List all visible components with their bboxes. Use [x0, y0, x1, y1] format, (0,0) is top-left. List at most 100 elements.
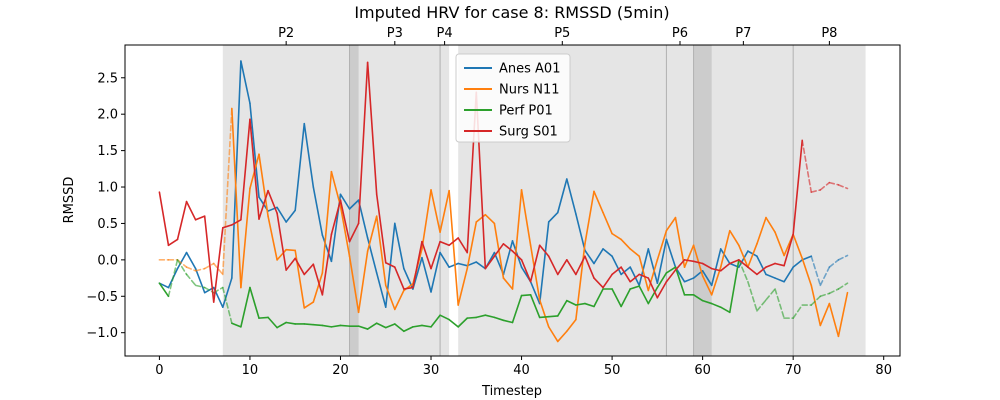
series-segment — [221, 224, 233, 229]
series-segment — [828, 302, 840, 338]
series-segment — [792, 304, 804, 319]
series-segment — [674, 259, 686, 271]
series-segment — [792, 259, 804, 268]
series-segment — [403, 286, 414, 290]
series-segment — [719, 306, 731, 314]
series-segment — [692, 260, 704, 265]
series-segment — [312, 263, 324, 296]
series-segment — [466, 261, 478, 267]
series-segment — [267, 316, 278, 329]
series-segment — [774, 262, 785, 267]
series-segment — [339, 193, 351, 210]
series-segment — [221, 286, 233, 325]
y-tick-label-6: 2.0 — [97, 108, 118, 123]
series-segment — [339, 199, 351, 243]
series-segment — [774, 231, 785, 257]
series-segment — [547, 255, 559, 276]
series-segment — [194, 284, 206, 289]
series-segment — [656, 280, 668, 299]
series-segment — [529, 244, 541, 283]
series-segment — [538, 299, 550, 328]
series-segment — [593, 190, 604, 214]
series-segment — [620, 266, 631, 276]
series-segment — [375, 322, 387, 329]
series-segment — [656, 229, 668, 261]
series-segment — [810, 295, 822, 306]
phase-label-p5: P5 — [554, 26, 570, 41]
series-segment — [529, 280, 541, 305]
series-segment — [656, 238, 668, 284]
series-segment — [421, 189, 432, 250]
series-segment — [439, 314, 450, 321]
series-segment — [194, 267, 206, 272]
legend-label-3: Surg S01 — [499, 125, 558, 140]
series-segment — [593, 277, 604, 289]
series-segment — [511, 250, 523, 261]
series-segment — [792, 233, 804, 260]
series-segment — [357, 250, 369, 314]
series-segment — [828, 259, 840, 268]
phase-label-p8: P8 — [821, 26, 837, 41]
series-segment — [747, 280, 758, 312]
y-tick-label-7: 2.5 — [97, 71, 118, 86]
series-segment — [783, 233, 794, 267]
series-segment — [638, 248, 650, 287]
series-segment — [801, 255, 813, 261]
series-segment — [629, 266, 641, 287]
series-segment — [629, 285, 641, 290]
series-segment — [529, 244, 541, 301]
y-axis-label: RMSSD — [62, 177, 77, 224]
series-segment — [176, 200, 188, 241]
series-segment — [394, 289, 405, 311]
series-segment — [430, 189, 441, 233]
series-segment — [321, 324, 333, 328]
series-segment — [620, 288, 631, 308]
series-segment — [738, 259, 749, 283]
series-segment — [303, 301, 315, 309]
series-segment — [231, 219, 242, 226]
series-segment — [258, 316, 269, 319]
series-segment — [321, 234, 333, 263]
series-segment — [312, 272, 324, 303]
series-segment — [701, 275, 713, 296]
phase-band-p2 — [222, 45, 350, 356]
series-segment — [394, 222, 405, 270]
series-segment — [710, 267, 722, 272]
series-segment — [837, 184, 849, 190]
series-segment — [158, 282, 170, 289]
series-segment — [801, 139, 813, 193]
series-segment — [647, 259, 659, 292]
series-segment — [774, 277, 785, 283]
series-segment — [448, 262, 459, 268]
series-segment — [448, 189, 459, 306]
series-segment — [258, 153, 269, 217]
series-segment — [611, 288, 622, 308]
series-perf-p01 — [158, 259, 849, 333]
series-segment — [430, 240, 441, 270]
series-segment — [602, 248, 613, 258]
series-segment — [384, 284, 396, 311]
series-segment — [738, 244, 749, 268]
series-segment — [520, 259, 532, 283]
series-segment — [267, 215, 278, 261]
series-segment — [158, 282, 170, 298]
series-segment — [457, 237, 469, 254]
series-segment — [511, 294, 523, 324]
x-tick-label-30: 30 — [423, 363, 440, 378]
series-segment — [511, 189, 523, 290]
series-segment — [421, 240, 432, 270]
series-segment — [629, 248, 641, 258]
phase-label-p3: P3 — [387, 26, 403, 41]
series-segment — [366, 61, 378, 196]
series-segment — [828, 181, 840, 186]
series-segment — [240, 118, 251, 221]
x-tick-label-0: 0 — [155, 363, 163, 378]
series-segment — [294, 257, 306, 276]
series-segment — [692, 244, 704, 277]
dark-band-0 — [349, 45, 359, 356]
series-segment — [240, 187, 251, 289]
series-segment — [575, 213, 586, 252]
series-segment — [339, 324, 351, 327]
series-segment — [249, 286, 260, 319]
series-segment — [430, 314, 441, 328]
